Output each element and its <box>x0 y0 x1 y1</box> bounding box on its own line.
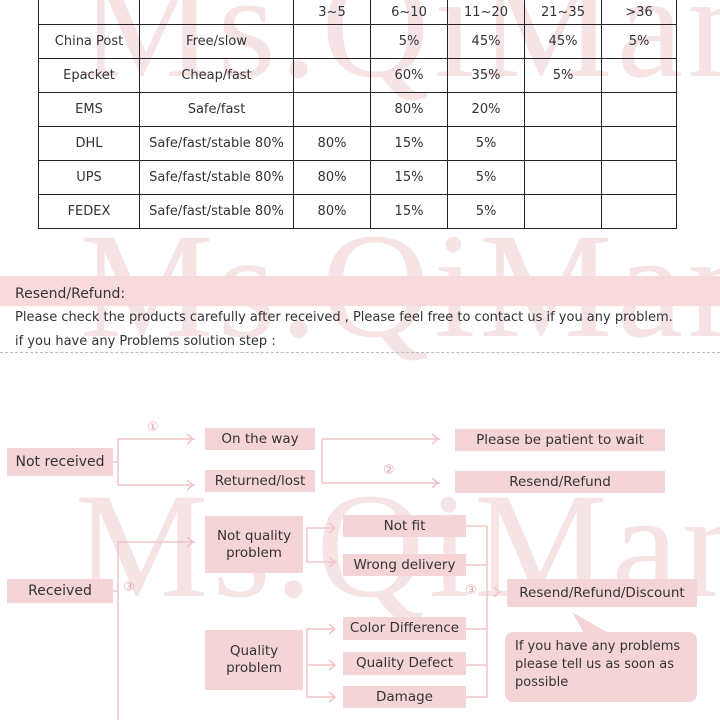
quality-defect-box: Quality Defect <box>343 652 466 675</box>
damage-box: Damage <box>343 686 466 708</box>
table-cell: 5% <box>524 58 602 93</box>
table-cell: Cheap/fast <box>139 58 294 93</box>
table-cell <box>293 24 371 59</box>
not-received-box: Not received <box>7 448 113 476</box>
table-cell: 80% <box>293 160 371 195</box>
not-quality-box: Not quality problem <box>205 516 303 573</box>
table-cell <box>524 160 602 195</box>
table-cell: 15% <box>370 160 448 195</box>
table-cell <box>601 194 677 229</box>
section-title: Resend/Refund: <box>15 286 126 302</box>
table-cell: 80% <box>370 92 448 127</box>
received-box: Received <box>7 579 113 603</box>
table-row: FEDEX Safe/fast/stable 80% 80% 15% 5% <box>38 194 677 229</box>
table-cell <box>601 126 677 161</box>
help-note-bubble: If you have any problems please tell us … <box>505 632 697 702</box>
table-row: DHL Safe/fast/stable 80% 80% 15% 5% <box>38 126 677 161</box>
step-3-marker: ③ <box>465 583 477 598</box>
table-cell: Safe/fast/stable 80% <box>139 194 294 229</box>
instruction-line-1: Please check the products carefully afte… <box>15 310 673 325</box>
table-cell: China Post <box>38 24 140 59</box>
on-the-way-box: On the way <box>205 428 315 450</box>
table-cell <box>601 58 677 93</box>
resend-refund-box: Resend/Refund <box>455 471 665 493</box>
table-cell: Safe/fast <box>139 92 294 127</box>
step-2-marker: ② <box>383 463 395 478</box>
resend-refund-discount-box: Resend/Refund/Discount <box>507 579 697 607</box>
step-3-marker: ③ <box>123 580 135 595</box>
wrong-delivery-box: Wrong delivery <box>343 554 466 576</box>
divider <box>0 352 720 353</box>
not-fit-box: Not fit <box>343 515 466 537</box>
table-cell: 15% <box>370 194 448 229</box>
table-cell: UPS <box>38 160 140 195</box>
table-row: UPS Safe/fast/stable 80% 80% 15% 5% <box>38 160 677 195</box>
table-cell <box>601 92 677 127</box>
returned-lost-box: Returned/lost <box>205 470 315 492</box>
table-row: EMS Safe/fast 80% 20% <box>38 92 677 127</box>
table-cell: 5% <box>447 194 525 229</box>
table-cell: 5% <box>370 24 448 59</box>
table-row: Epacket Cheap/fast 60% 35% 5% <box>38 58 677 93</box>
table-cell <box>38 0 140 25</box>
table-cell: >36 <box>601 0 677 25</box>
table-cell <box>601 160 677 195</box>
shipping-table: 3~5 6~10 11~20 21~35 >36 China Post Free/slow 5… <box>38 0 677 229</box>
instruction-line-2: if you have any Problems solution step : <box>15 334 276 349</box>
table-cell: Safe/fast/stable 80% <box>139 160 294 195</box>
table-cell: EMS <box>38 92 140 127</box>
section-banner: Resend/Refund: <box>0 276 720 306</box>
patient-box: Please be patient to wait <box>455 429 665 451</box>
step-1-marker: ① <box>147 420 159 435</box>
quality-problem-box: Quality problem <box>205 630 303 690</box>
table-cell: FEDEX <box>38 194 140 229</box>
color-difference-box: Color Difference <box>343 617 466 640</box>
table-cell: 5% <box>601 24 677 59</box>
table-cell: 21~35 <box>524 0 602 25</box>
